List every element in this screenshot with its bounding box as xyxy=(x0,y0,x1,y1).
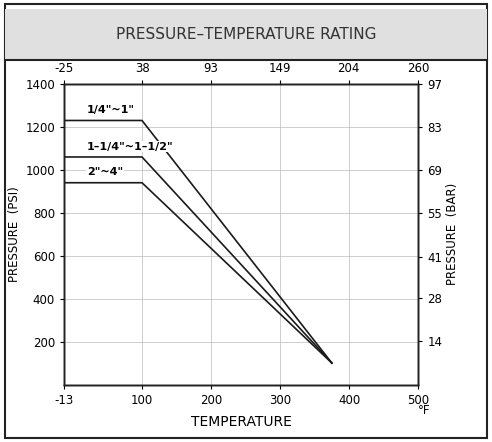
Y-axis label: PRESSURE  (PSI): PRESSURE (PSI) xyxy=(8,187,21,282)
Text: PRESSURE–TEMPERATURE RATING: PRESSURE–TEMPERATURE RATING xyxy=(116,27,376,42)
Text: 2"~4": 2"~4" xyxy=(87,168,123,177)
X-axis label: TEMPERATURE: TEMPERATURE xyxy=(190,415,292,429)
Text: °C: °C xyxy=(418,51,432,65)
Y-axis label: PRESSURE  (BAR): PRESSURE (BAR) xyxy=(446,183,460,286)
Text: °F: °F xyxy=(418,404,430,417)
Text: 1–1/4"~1–1/2": 1–1/4"~1–1/2" xyxy=(87,141,173,152)
Text: 1/4"~1": 1/4"~1" xyxy=(87,105,135,115)
